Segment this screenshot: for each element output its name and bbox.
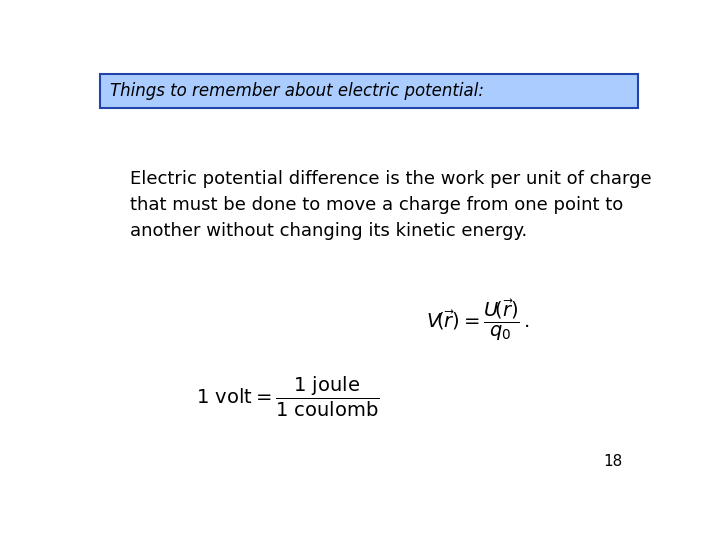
- FancyBboxPatch shape: [100, 75, 638, 109]
- Text: another without changing its kinetic energy.: another without changing its kinetic ene…: [130, 222, 528, 240]
- Text: 18: 18: [603, 454, 623, 469]
- Text: Electric potential difference is the work per unit of charge: Electric potential difference is the wor…: [130, 170, 652, 188]
- Text: Things to remember about electric potential:: Things to remember about electric potent…: [110, 83, 484, 100]
- Text: $1\ \mathrm{volt} = \dfrac{1\ \mathrm{joule}}{1\ \mathrm{coulomb}}$: $1\ \mathrm{volt} = \dfrac{1\ \mathrm{jo…: [197, 375, 380, 420]
- Text: that must be done to move a charge from one point to: that must be done to move a charge from …: [130, 196, 624, 214]
- Text: $\mathit{V}\!\left(\vec{r}\right) = \dfrac{\mathit{U}\!\left(\vec{r}\right)}{q_0: $\mathit{V}\!\left(\vec{r}\right) = \dfr…: [426, 298, 529, 343]
